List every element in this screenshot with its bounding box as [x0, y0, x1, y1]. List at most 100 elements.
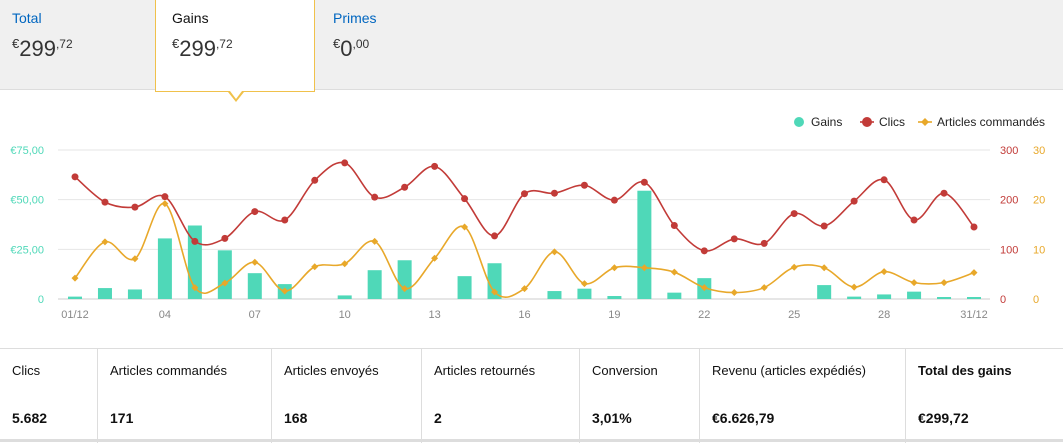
tab-gains[interactable]: Gains €299,72: [155, 0, 315, 92]
y-left-tick-label: €50,00: [10, 195, 44, 207]
clics-point: [251, 208, 259, 216]
clics-point: [71, 173, 79, 181]
articles-point: [341, 260, 349, 268]
x-tick-label: 13: [428, 309, 440, 321]
clics-point: [281, 216, 289, 224]
gains-bar: [667, 292, 682, 299]
y-right-articles-tick-label: 0: [1033, 294, 1039, 306]
clics-point: [401, 183, 409, 191]
x-tick-label: 28: [878, 309, 890, 321]
stat-cell: Conversion 3,01%: [580, 349, 700, 443]
gains-bar: [907, 291, 922, 299]
earnings-chart: €75,00 300 30€50,00 200 20€25,00 100 100 0 001/1…: [10, 115, 1045, 321]
summary-tabs-bar: Total €299,72 Gains €299,72 Primes €0,00: [0, 0, 1063, 92]
clics-point: [790, 210, 798, 218]
gains-bar: [577, 288, 592, 299]
articles-point: [880, 268, 888, 276]
articles-point: [820, 264, 828, 272]
articles-point: [580, 280, 588, 288]
x-tick-label: 22: [698, 309, 710, 321]
tab-total[interactable]: Total €299,72: [2, 0, 152, 89]
articles-point: [850, 283, 858, 291]
articles-point: [251, 258, 259, 266]
y-left-tick-label: 0: [38, 294, 44, 306]
articles-point: [71, 274, 79, 282]
articles-point: [970, 269, 978, 277]
clics-point: [730, 235, 738, 243]
legend-label: Clics: [879, 115, 905, 129]
clics-point: [880, 176, 888, 184]
gains-bar: [877, 294, 892, 299]
x-tick-label: 16: [518, 309, 530, 321]
gains-bar: [457, 276, 472, 299]
y-right-clics-tick-label: 0: [1000, 294, 1006, 306]
stat-label: Conversion: [592, 363, 658, 378]
clics-point: [161, 193, 169, 201]
clics-point: [700, 247, 708, 255]
clics-point: [491, 232, 499, 240]
gains-bar: [937, 297, 952, 299]
x-tick-label: 19: [608, 309, 620, 321]
articles-point: [401, 285, 409, 293]
tab-primes[interactable]: Primes €0,00: [323, 0, 473, 89]
stat-label: Articles commandés: [110, 363, 228, 378]
gains-bar: [97, 288, 112, 299]
clics-point: [431, 162, 439, 170]
stat-value: 3,01%: [592, 410, 632, 426]
active-tab-caret-fill: [230, 91, 242, 99]
y-right-articles-tick-label: 20: [1033, 195, 1045, 207]
gains-bar: [487, 263, 502, 299]
stat-cell: Articles commandés 171: [98, 349, 272, 443]
tab-gains-amount: €299,72: [172, 36, 233, 61]
legend-marker: [794, 117, 804, 127]
tab-gains-label: Gains: [172, 10, 209, 26]
y-right-clics-tick-label: 100: [1000, 244, 1018, 256]
clics-series-line: [74, 161, 975, 252]
clics-point: [670, 221, 678, 229]
stat-label: Articles envoyés: [284, 363, 379, 378]
articles-point: [371, 237, 379, 245]
clics-point: [521, 190, 528, 198]
clics-point: [461, 195, 469, 203]
gains-bar: [637, 190, 652, 299]
clics-point: [820, 222, 828, 230]
y-right-articles-tick-label: 30: [1033, 145, 1045, 157]
stat-cell: Revenu (articles expédiés) €6.626,79: [700, 349, 906, 443]
y-left-tick-label: €25,00: [10, 244, 44, 256]
articles-point: [161, 200, 169, 208]
gains-bar: [68, 296, 82, 299]
articles-point: [910, 279, 918, 287]
tab-primes-label: Primes: [333, 10, 377, 26]
x-tick-label: 10: [339, 309, 351, 321]
gains-bar: [847, 296, 862, 299]
articles-point: [281, 287, 289, 295]
stat-cell: Clics 5.682: [0, 349, 98, 443]
stat-value: €6.626,79: [712, 410, 775, 426]
clics-point: [101, 198, 109, 206]
articles-series-line: [74, 202, 975, 299]
articles-point: [760, 284, 768, 292]
stat-label: Articles retournés: [434, 363, 536, 378]
gains-bar: [217, 250, 232, 299]
stat-value: 171: [110, 410, 134, 426]
x-tick-label: 31/12: [960, 309, 988, 321]
stats-row: Clics 5.682 Articles commandés 171 Articles …: [0, 348, 1063, 443]
clics-point: [191, 237, 199, 245]
tab-primes-amount: €0,00: [333, 36, 370, 61]
clics-point: [760, 239, 768, 247]
clics-point: [940, 189, 948, 197]
legend-label: Gains: [811, 115, 842, 129]
x-tick-label: 25: [788, 309, 800, 321]
articles-point: [640, 264, 648, 272]
clics-point: [341, 159, 349, 167]
y-right-clics-tick-label: 300: [1000, 145, 1018, 157]
stat-value: 2: [434, 410, 442, 426]
clics-point: [311, 176, 319, 184]
gains-bar: [247, 273, 262, 299]
articles-point: [940, 279, 948, 287]
gains-bar: [967, 297, 981, 299]
stat-value: €299,72: [918, 410, 969, 426]
clics-point: [131, 203, 139, 211]
clics-point: [550, 189, 558, 197]
bottom-divider: [0, 439, 1063, 442]
